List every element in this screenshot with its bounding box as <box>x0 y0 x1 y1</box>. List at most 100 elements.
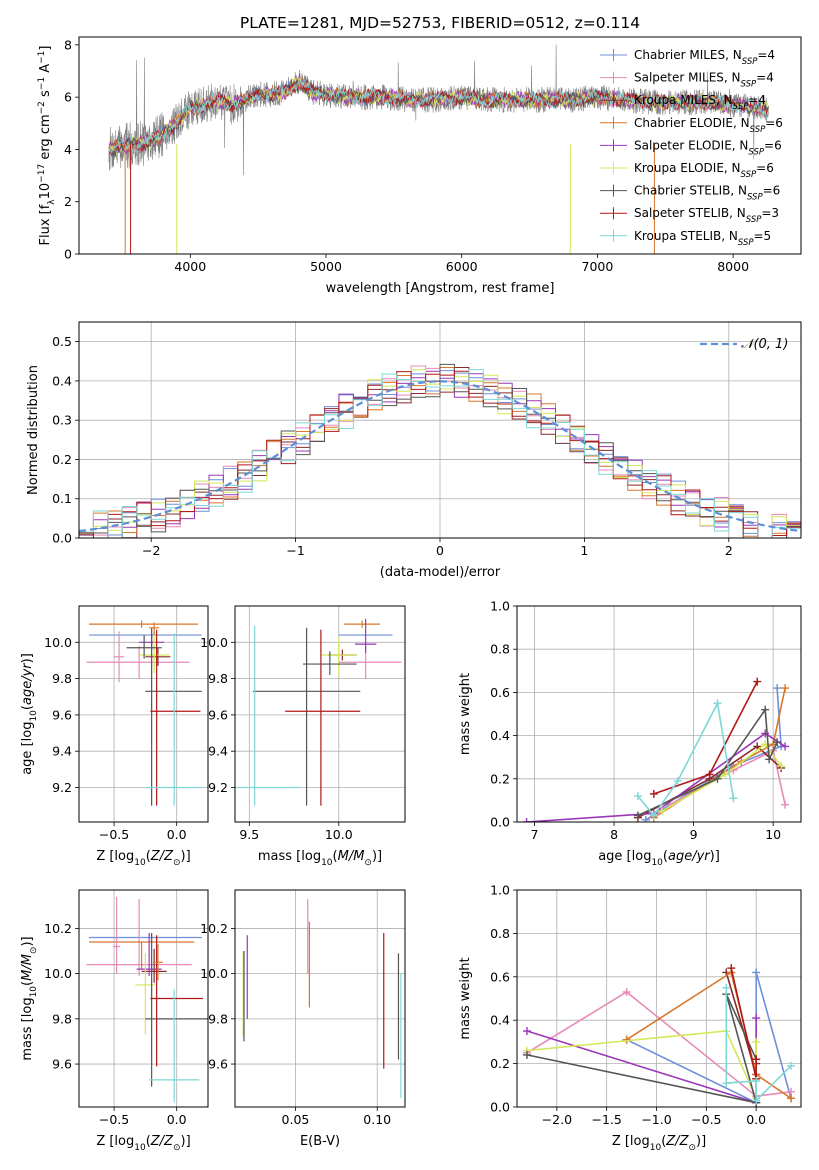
figure-title: PLATE=1281, MJD=52753, FIBERID=0512, z=0… <box>240 14 640 32</box>
x-tick-label: 0.0 <box>167 1112 187 1127</box>
legend-label: Chabrier ELODIE, NSSP=6 <box>634 116 783 135</box>
mass-weight-marker <box>773 684 782 693</box>
mass-weight-marker <box>781 684 790 693</box>
mass-weight-marker <box>649 811 658 820</box>
x-tick-label: 1 <box>580 543 588 558</box>
x-tick-label: 10 <box>765 827 781 842</box>
mass-weight-marker <box>633 811 642 820</box>
y-tick-label: 9.6 <box>208 1057 228 1072</box>
mass-weight-marker <box>752 1076 761 1085</box>
x-tick-label: 0.0 <box>167 827 187 842</box>
x-tick-label: −0.5 <box>99 827 129 842</box>
y-tick-label: 10.0 <box>200 635 228 650</box>
y-tick-label: 9.8 <box>52 1011 72 1026</box>
weight_vs_age-xlabel: age [log10(age/yr)] <box>598 849 720 868</box>
mass-weight-marker <box>522 1050 531 1059</box>
legend-label: Salpeter ELODIE, NSSP=6 <box>634 138 782 157</box>
mass-weight-line <box>653 687 786 819</box>
residual-histogram-step <box>79 363 801 538</box>
legend-label: Chabrier STELIB, NSSP=6 <box>634 184 780 203</box>
x-tick-label: 0.05 <box>282 1112 310 1127</box>
mass-weight-marker <box>713 699 722 708</box>
residuals-ylabel: Normed distribution <box>26 365 41 495</box>
mass_vs_Z-ylabel: mass [log10(M/M⊙)] <box>20 936 39 1060</box>
y-tick-label: 9.8 <box>208 1011 228 1026</box>
spectrum-ylabel: Flux [fλ10−17 erg cm−2 s−1 A−1] <box>37 46 57 246</box>
mass_vs_EBV-xlabel: E(B-V) <box>300 1134 340 1149</box>
mass-weight-marker <box>641 815 650 822</box>
y-tick-label: 9.6 <box>52 1057 72 1072</box>
weight_vs_Z-plot-area <box>517 890 801 1107</box>
x-tick-label: 10.0 <box>325 827 353 842</box>
y-tick-label: 0.8 <box>490 926 510 941</box>
age_vs_mass-chart: 9.5 10.0 9.2 9.4 9.6 9.8 10.0 mass [log10(M/M⊙)… <box>200 605 406 868</box>
mass-weight-marker <box>727 964 736 973</box>
mass-weight-marker <box>781 800 790 809</box>
mass-weight-marker <box>787 1094 796 1103</box>
mass-weight-marker <box>633 792 642 801</box>
y-tick-label: 0.4 <box>490 728 510 743</box>
residual-histogram-step <box>79 369 801 538</box>
x-tick-label: 8000 <box>717 259 749 274</box>
model-spectrum-line <box>108 78 769 154</box>
mass-weight-marker <box>752 1096 761 1105</box>
weight_vs_age-chart: 7 8 9 10 0.0 0.2 0.4 0.6 0.8 1.0 age [log10(age/yr… <box>458 599 802 868</box>
y-tick-label: 4 <box>64 142 72 157</box>
age_vs_mass-xlabel: mass [log10(M/M⊙)] <box>258 849 382 868</box>
y-tick-label: 0.1 <box>52 491 72 506</box>
mass-weight-marker <box>761 705 770 714</box>
x-tick-label: 7000 <box>582 259 614 274</box>
mass-weight-marker <box>777 761 786 770</box>
y-tick-label: 0.4 <box>490 1013 510 1028</box>
age_vs_Z-plot-area <box>79 606 208 822</box>
mass-weight-marker <box>722 1079 731 1088</box>
x-tick-label: −2.0 <box>542 1112 572 1127</box>
legend-label: Salpeter MILES, NSSP=4 <box>634 71 774 90</box>
mass-weight-marker <box>765 755 774 764</box>
y-tick-label: 0.0 <box>490 815 510 830</box>
y-tick-label: 9.4 <box>52 744 72 759</box>
mass-weight-marker <box>705 770 714 779</box>
mass-weight-marker <box>721 770 730 779</box>
y-tick-label: 1.0 <box>490 883 510 898</box>
y-tick-label: 10.0 <box>44 966 72 981</box>
x-tick-label: 0.0 <box>746 1112 766 1127</box>
y-tick-label: 9.8 <box>52 671 72 686</box>
y-tick-label: 0.3 <box>52 413 72 428</box>
legend-label: Kroupa STELIB, NSSP=5 <box>634 229 771 248</box>
x-tick-label: 2 <box>725 543 733 558</box>
y-tick-label: 9.2 <box>52 780 72 795</box>
mass-weight-line <box>637 700 735 817</box>
legend-label: 𝒩(0, 1) <box>741 337 788 352</box>
y-tick-label: 1.0 <box>490 599 510 614</box>
y-tick-label: 10.2 <box>200 921 228 936</box>
age_vs_Z-chart: −0.5 0.0 9.2 9.4 9.6 9.8 10.0 Z [log10(Z/Z⊙)] ag… <box>20 605 209 868</box>
mass_vs_EBV-plot-area <box>235 890 405 1107</box>
mass-weight-marker <box>752 968 761 977</box>
age_vs_Z-frame <box>78 605 209 823</box>
weight_vs_Z-frame <box>516 889 802 1108</box>
residuals-plot-area <box>79 322 801 538</box>
y-tick-label: 0.0 <box>490 1100 510 1115</box>
weight_vs_Z-chart: −2.0 −1.5 −1.0 −0.5 0.0 0.0 0.2 0.4 0.6 0.8 1.0 Z [… <box>458 883 802 1153</box>
y-tick-label: 0.4 <box>52 373 72 388</box>
y-tick-label: 10.0 <box>200 966 228 981</box>
mass-weight-line <box>526 991 792 1098</box>
age_vs_mass-frame <box>234 605 406 823</box>
x-tick-label: −0.5 <box>99 1112 129 1127</box>
mass-weight-marker <box>753 677 762 686</box>
mass-weight-marker <box>713 774 722 783</box>
legend-label: Kroupa MILES, NSSP=4 <box>634 93 766 112</box>
weight_vs_Z-xlabel: Z [log10(Z/Z⊙)] <box>612 1134 706 1153</box>
x-tick-label: 5000 <box>310 259 342 274</box>
spectrum-chart: 4000 5000 6000 7000 8000 0 2 4 6 8 wavelength [Ang… <box>37 36 802 296</box>
y-tick-label: 0 <box>64 247 72 262</box>
y-tick-label: 0.5 <box>52 334 72 349</box>
x-tick-label: −1 <box>286 543 304 558</box>
mass-weight-line <box>637 707 778 817</box>
y-tick-label: 10.0 <box>44 635 72 650</box>
y-tick-label: 9.4 <box>208 744 228 759</box>
mass-weight-marker <box>622 987 631 996</box>
y-tick-label: 0.8 <box>490 642 510 657</box>
